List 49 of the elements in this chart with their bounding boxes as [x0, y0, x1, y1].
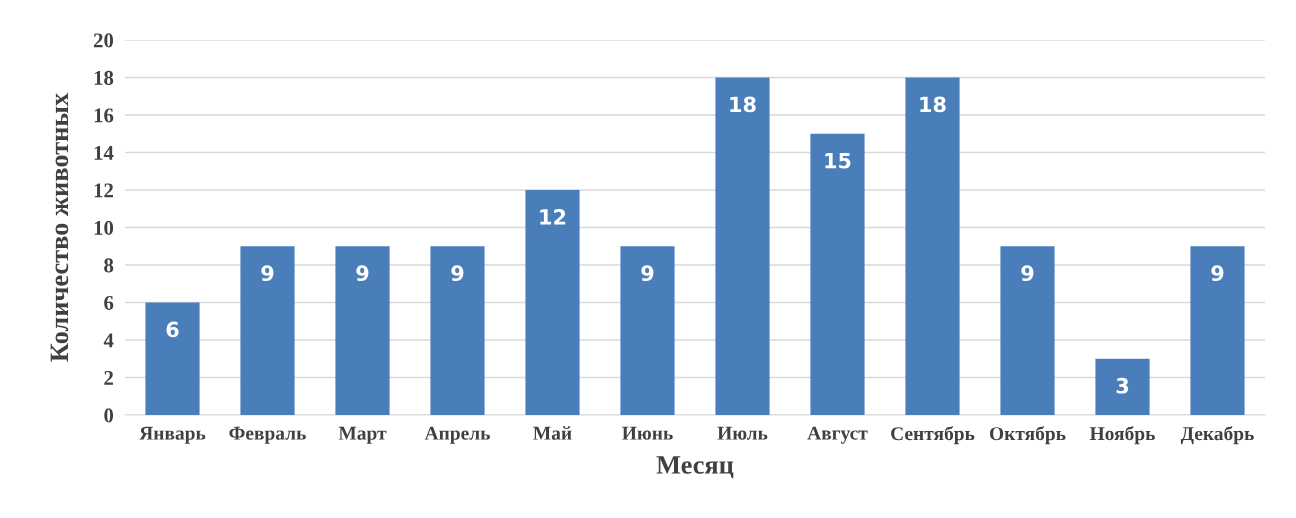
data-label: 6	[166, 321, 179, 338]
data-label: 3	[1116, 377, 1129, 394]
bar	[810, 133, 865, 415]
y-tick-label: 8	[104, 258, 114, 273]
data-label: 15	[825, 153, 851, 169]
x-tick-label: Декабрь	[1180, 426, 1254, 445]
data-label: 9	[1211, 265, 1224, 282]
bar	[1190, 246, 1245, 415]
bar	[1095, 358, 1150, 415]
data-label: 9	[356, 265, 369, 282]
y-tick-label: 12	[94, 183, 113, 198]
y-tick-label: 14	[94, 145, 114, 160]
x-tick-label: Сентябрь	[891, 426, 975, 445]
x-tick-label: Ноябрь	[1089, 426, 1155, 445]
y-tick-label: 6	[104, 295, 114, 310]
y-tick-label: 4	[103, 333, 114, 348]
bar	[525, 190, 580, 415]
data-label: 18	[920, 96, 946, 113]
bar	[145, 302, 200, 415]
x-tick-label: Июль	[717, 426, 768, 440]
data-label: 9	[261, 265, 274, 282]
x-tick-label: Март	[338, 426, 387, 444]
bar	[620, 246, 675, 415]
data-label: 12	[540, 209, 566, 225]
x-tick-label: Июнь	[622, 426, 673, 440]
bar	[430, 246, 485, 415]
y-tick-label: 10	[94, 220, 114, 235]
x-tick-label: Февраль	[229, 426, 306, 444]
y-tick-label: 18	[94, 70, 114, 85]
bar	[905, 77, 960, 415]
y-tick-label: 2	[104, 370, 113, 385]
x-tick-label: Май	[533, 426, 572, 440]
data-label: 9	[451, 265, 464, 282]
data-label: 9	[1021, 265, 1034, 282]
y-tick-label: 0	[104, 408, 114, 423]
x-tick-label: Октябрь	[989, 426, 1066, 445]
x-tick-label: Январь	[139, 426, 206, 444]
bar	[335, 246, 390, 415]
x-tick-label: Август	[807, 426, 868, 444]
bar	[715, 77, 770, 415]
data-label: 9	[641, 265, 654, 282]
bar	[240, 246, 295, 415]
bar	[1000, 246, 1055, 415]
y-axis-title: Количество животных	[50, 92, 69, 362]
data-label: 18	[730, 96, 756, 113]
x-tick-label: Апрель	[424, 426, 490, 444]
y-tick-label: 20	[93, 33, 114, 48]
x-axis-title: Месяц	[656, 456, 734, 479]
y-tick-label: 16	[94, 108, 114, 123]
